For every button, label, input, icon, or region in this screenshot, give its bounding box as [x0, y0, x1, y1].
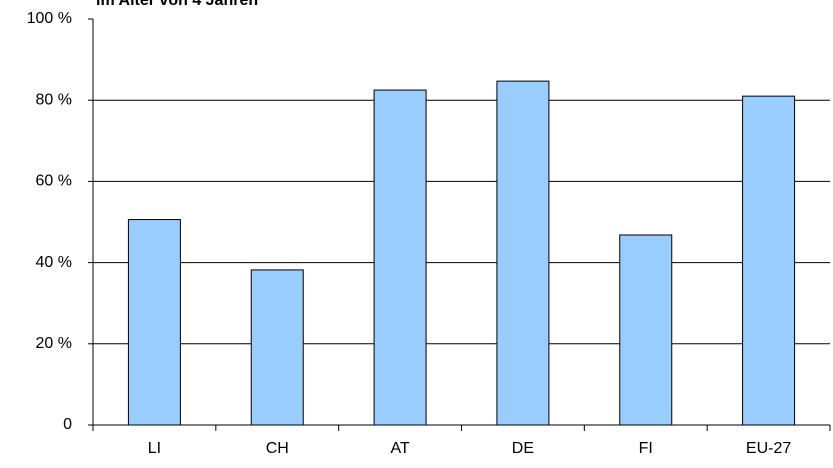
x-tick-label: DE	[512, 440, 534, 457]
y-tick-label: 80 %	[36, 91, 72, 108]
bar	[373, 89, 427, 426]
y-tick-label: 20 %	[36, 335, 72, 352]
bar	[127, 219, 181, 426]
x-tick-label: AT	[390, 440, 409, 457]
y-tick-label: 0	[63, 416, 72, 433]
chart-title: im Alter von 4 Jahren	[96, 0, 258, 9]
bar	[250, 269, 304, 426]
x-tick-label: EU-27	[746, 440, 791, 457]
bar	[496, 80, 550, 426]
bar	[742, 95, 796, 426]
x-tick-label: LI	[148, 440, 161, 457]
x-tick-label: CH	[266, 440, 289, 457]
bar	[619, 234, 673, 426]
y-tick-label: 40 %	[36, 254, 72, 271]
y-tick-label: 100 %	[27, 10, 72, 27]
x-tick-label: FI	[639, 440, 653, 457]
y-tick-label: 60 %	[36, 173, 72, 190]
